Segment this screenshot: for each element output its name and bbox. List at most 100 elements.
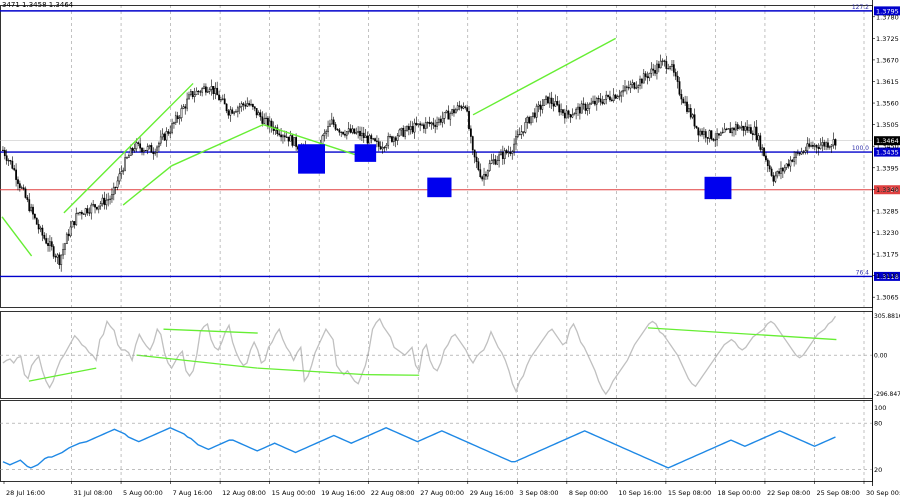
time-tick-label: 30 Sep 00:00	[866, 489, 900, 497]
candle-body	[392, 137, 395, 142]
candle-body	[364, 135, 367, 139]
candle-body	[727, 128, 730, 130]
candle-body	[729, 128, 732, 134]
candle-body	[251, 103, 254, 107]
candle-body	[759, 135, 762, 150]
candle-body	[41, 227, 44, 236]
candle-body	[24, 188, 27, 198]
candle-body	[9, 160, 12, 162]
candle-body	[656, 63, 658, 74]
candle-body	[404, 130, 407, 137]
candle-body	[541, 105, 544, 110]
candle-body	[199, 91, 202, 93]
candle-body	[813, 145, 816, 147]
candle-body	[719, 132, 722, 136]
candle-body	[582, 103, 585, 105]
candle-body	[413, 122, 416, 133]
trendlines	[1, 37, 617, 257]
price-tick-label: 1.3065	[876, 294, 899, 302]
candle-body	[469, 128, 472, 137]
candle-body	[825, 142, 827, 147]
candle-body	[563, 112, 566, 119]
candle-body	[667, 68, 670, 70]
candle-body	[528, 117, 531, 124]
candle-body	[69, 226, 72, 237]
candle-body	[507, 151, 510, 154]
candle-body	[441, 118, 444, 123]
candle-body	[832, 139, 835, 146]
candle-body	[362, 132, 365, 139]
candle-body	[206, 90, 209, 93]
highlight-box-2	[427, 177, 452, 198]
candle-body	[793, 157, 796, 162]
candle-body	[492, 159, 495, 161]
candle-body	[39, 227, 42, 230]
price-trendline-4	[262, 123, 366, 159]
candle-body	[802, 151, 805, 153]
candle-body	[396, 135, 399, 141]
candle-body	[90, 204, 93, 214]
candle-body	[77, 212, 80, 214]
level-price-label-red-level: 1.3339	[876, 186, 899, 194]
candle-body	[342, 131, 344, 135]
candle-body	[289, 135, 292, 142]
candle-body	[680, 94, 683, 100]
candle-body	[345, 131, 348, 136]
candle-body	[556, 101, 559, 105]
candle-body	[366, 135, 369, 144]
candle-body	[530, 116, 532, 124]
candle-body	[265, 117, 267, 119]
candle-body	[407, 126, 410, 130]
candle-body	[776, 171, 779, 177]
level-price-tag-fib-127.2	[874, 6, 900, 16]
candle-body	[227, 110, 230, 116]
candle-body	[631, 82, 634, 85]
candle-body	[740, 125, 743, 128]
candle-body	[652, 68, 655, 71]
candle-body	[107, 199, 110, 201]
candle-body	[195, 90, 198, 95]
cci-trendline-5	[647, 327, 837, 341]
candle-body	[116, 180, 119, 188]
candle-body	[214, 87, 217, 95]
price-tick-label: 1.3670	[876, 56, 899, 64]
candle-body	[415, 122, 418, 126]
candle-body	[167, 131, 170, 134]
time-tick-label: 12 Aug 08:00	[222, 489, 266, 497]
candle-body	[689, 108, 692, 118]
candle-body	[708, 130, 711, 139]
candle-body	[821, 142, 824, 146]
candle-body	[417, 123, 420, 126]
candle-body	[533, 112, 536, 118]
candle-body	[712, 138, 715, 141]
candle-body	[592, 100, 594, 104]
candle-body	[193, 94, 196, 97]
candle-body	[424, 122, 427, 129]
candle-body	[526, 117, 529, 123]
candle-body	[52, 246, 55, 257]
candle-body	[231, 109, 234, 114]
candle-body	[436, 122, 438, 127]
candle-body	[212, 86, 215, 95]
price-tick-label: 1.3340	[876, 186, 899, 194]
candle-body	[454, 109, 457, 114]
candle-body	[575, 108, 578, 114]
time-tick-label: 5 Aug 00:00	[123, 489, 163, 497]
candle-body	[618, 95, 621, 97]
candle-body	[293, 137, 296, 146]
candle-body	[13, 168, 16, 171]
candle-body	[763, 147, 765, 157]
level-price-tag-red-level	[874, 185, 900, 195]
candle-body	[60, 254, 63, 266]
cci-indicator	[0, 315, 872, 396]
candle-body	[334, 124, 337, 130]
candle-body	[815, 145, 818, 148]
candle-body	[778, 171, 780, 174]
candle-body	[45, 238, 48, 244]
level-price-tag-fib-76.4	[874, 271, 900, 281]
candle-body	[567, 110, 570, 115]
price-trendline-2	[122, 165, 173, 206]
candle-body	[772, 175, 775, 182]
candle-body	[635, 87, 638, 89]
